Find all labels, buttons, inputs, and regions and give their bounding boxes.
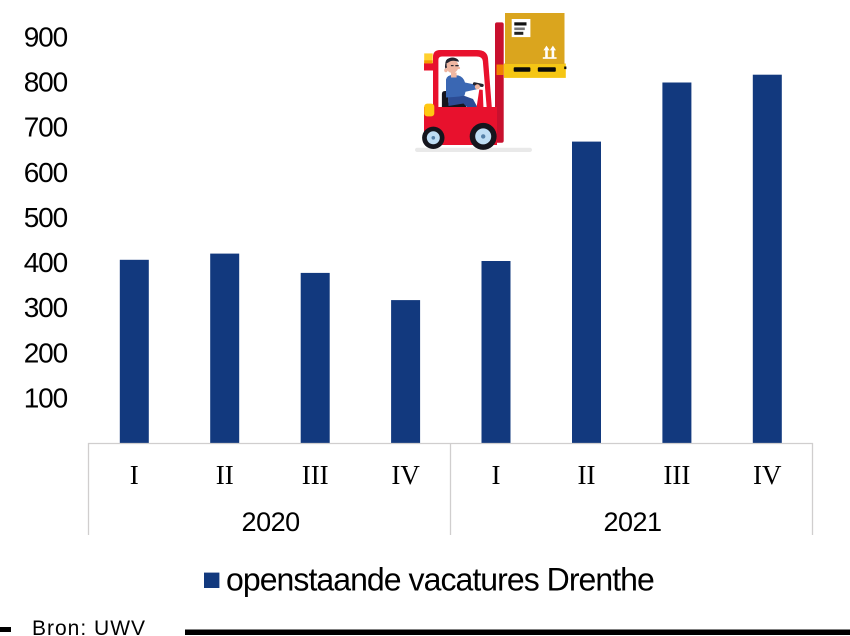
svg-text:IV: IV	[391, 460, 420, 490]
svg-text:900: 900	[24, 22, 68, 53]
svg-text:500: 500	[24, 202, 68, 233]
svg-text:600: 600	[24, 157, 68, 188]
svg-text:200: 200	[24, 337, 68, 368]
svg-text:400: 400	[24, 247, 68, 278]
svg-text:800: 800	[24, 67, 68, 98]
svg-text:700: 700	[24, 112, 68, 143]
svg-text:I: I	[130, 460, 139, 490]
svg-text:Bron: UWV: Bron: UWV	[32, 617, 146, 636]
svg-text:III: III	[302, 460, 329, 490]
svg-text:II: II	[578, 460, 596, 490]
svg-text:II: II	[216, 460, 234, 490]
svg-text:openstaande vacatures Drenthe: openstaande vacatures Drenthe	[226, 562, 654, 598]
svg-text:300: 300	[24, 292, 68, 323]
svg-text:I: I	[492, 460, 501, 490]
svg-text:100: 100	[24, 382, 68, 413]
svg-text:2021: 2021	[603, 507, 661, 537]
svg-text:IV: IV	[753, 460, 782, 490]
svg-text:2020: 2020	[242, 507, 300, 537]
svg-text:III: III	[663, 460, 690, 490]
